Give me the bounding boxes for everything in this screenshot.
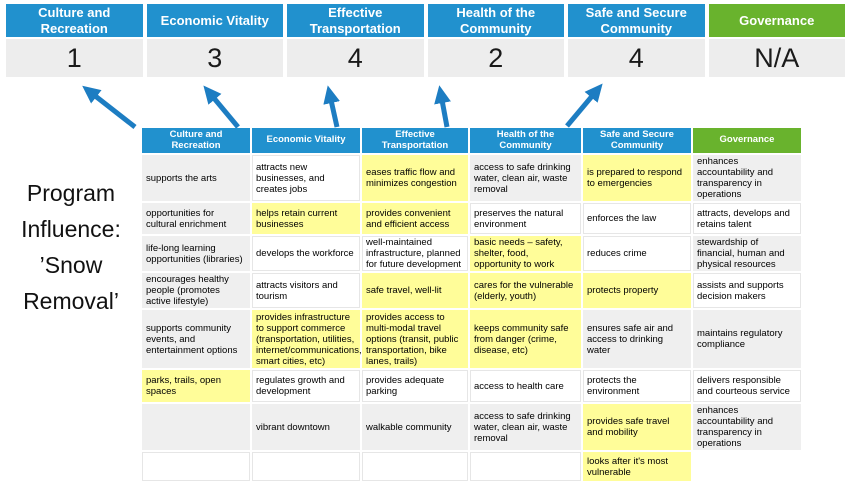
matrix-cell: vibrant downtown xyxy=(252,404,362,453)
matrix-cell: supports the arts xyxy=(142,155,252,204)
matrix-cell: enforces the law xyxy=(583,203,693,237)
matrix-cell: basic needs – safety, shelter, food, opp… xyxy=(470,236,583,274)
category-header: Governance xyxy=(708,4,845,37)
category-score: N/A xyxy=(708,39,845,77)
program-influence-matrix: Culture and Recreation Economic Vitality E… xyxy=(142,128,801,483)
influence-arrow xyxy=(434,85,451,128)
matrix-row: parks, trails, open spaces regulates grow… xyxy=(142,370,801,405)
influence-arrow xyxy=(203,85,240,129)
category-header: Safe and Secure Community xyxy=(568,4,705,37)
matrix-cell: is prepared to respond to emergencies xyxy=(583,155,693,204)
matrix-header-cell: Health of the Community xyxy=(470,128,583,155)
matrix-row: encourages healthy people (promotes acti… xyxy=(142,273,801,311)
matrix-cell: cares for the vulnerable (elderly, youth… xyxy=(470,273,583,311)
matrix-cell: helps retain current businesses xyxy=(252,203,362,237)
matrix-cell: ensures safe air and access to drinking … xyxy=(583,310,693,371)
category-score: 2 xyxy=(427,39,564,77)
matrix-cell: eases traffic flow and minimizes congest… xyxy=(362,155,470,204)
matrix-cell: provides infrastructure to support comme… xyxy=(252,310,362,371)
matrix-header-row: Culture and Recreation Economic Vitality E… xyxy=(142,128,801,155)
matrix-cell xyxy=(470,452,583,483)
matrix-cell: access to safe drinking water, clean air… xyxy=(470,404,583,453)
matrix-cell: opportunities for cultural enrichment xyxy=(142,203,252,237)
matrix-cell: protects property xyxy=(583,273,693,311)
matrix-body: supports the arts attracts new businesses… xyxy=(142,155,801,483)
category-score: 4 xyxy=(287,39,424,77)
matrix-header-row: Culture and Recreation Economic Vitality E… xyxy=(142,128,801,155)
matrix-cell: access to safe drinking water, clean air… xyxy=(470,155,583,204)
scoreboard-column: Safe and Secure Community 4 xyxy=(568,4,705,77)
matrix-header-cell: Culture and Recreation xyxy=(142,128,252,155)
matrix-cell: provides adequate parking xyxy=(362,370,470,405)
matrix-header-cell: Effective Transportation xyxy=(362,128,470,155)
matrix-cell: enhances accountability and transparency… xyxy=(693,404,801,453)
matrix-cell: well-maintained infrastructure, planned … xyxy=(362,236,470,274)
matrix-cell: regulates growth and development xyxy=(252,370,362,405)
matrix-cell: maintains regulatory compliance xyxy=(693,310,801,371)
scoreboard-column: Effective Transportation 4 xyxy=(287,4,424,77)
matrix-cell: attracts visitors and tourism xyxy=(252,273,362,311)
matrix-row: life-long learning opportunities (librar… xyxy=(142,236,801,274)
matrix-row: supports community events, and entertain… xyxy=(142,310,801,371)
scoreboard-column: Economic Vitality 3 xyxy=(146,4,283,77)
category-header: Economic Vitality xyxy=(146,4,283,37)
category-score: 1 xyxy=(6,39,143,77)
matrix-cell: keeps community safe from danger (crime,… xyxy=(470,310,583,371)
matrix-cell: reduces crime xyxy=(583,236,693,274)
category-header: Culture and Recreation xyxy=(6,4,143,37)
program-influence-label: Program Influence: ’Snow Removal’ xyxy=(21,180,121,314)
matrix-row: supports the arts attracts new businesses… xyxy=(142,155,801,204)
scoreboard-column: Culture and Recreation 1 xyxy=(6,4,143,77)
matrix-cell: supports community events, and entertain… xyxy=(142,310,252,371)
matrix-cell: walkable community xyxy=(362,404,470,453)
matrix-row: looks after it's most vulnerable xyxy=(142,452,801,483)
influence-arrow xyxy=(82,85,137,129)
scoreboard-column: Governance N/A xyxy=(708,4,845,77)
matrix-cell: develops the workforce xyxy=(252,236,362,274)
matrix-cell: assists and supports decision makers xyxy=(693,273,801,311)
category-header: Effective Transportation xyxy=(287,4,424,37)
matrix-cell: parks, trails, open spaces xyxy=(142,370,252,405)
matrix-cell: delivers responsible and courteous servi… xyxy=(693,370,801,405)
matrix-header-cell: Governance xyxy=(693,128,801,155)
matrix-row: opportunities for cultural enrichment hel… xyxy=(142,203,801,237)
matrix-cell xyxy=(362,452,470,483)
category-score: 4 xyxy=(568,39,705,77)
matrix-cell: attracts, develops and retains talent xyxy=(693,203,801,237)
matrix-cell: preserves the natural environment xyxy=(470,203,583,237)
matrix-cell: provides safe travel and mobility xyxy=(583,404,693,453)
matrix-cell: stewardship of financial, human and phys… xyxy=(693,236,801,274)
matrix-cell: provides access to multi-modal travel op… xyxy=(362,310,470,371)
matrix-cell: protects the environment xyxy=(583,370,693,405)
matrix-cell: attracts new businesses, and creates job… xyxy=(252,155,362,204)
matrix-cell: encourages healthy people (promotes acti… xyxy=(142,273,252,311)
matrix-cell xyxy=(142,452,252,483)
matrix-cell: life-long learning opportunities (librar… xyxy=(142,236,252,274)
matrix-cell xyxy=(142,404,252,453)
matrix-cell xyxy=(252,452,362,483)
category-score: 3 xyxy=(146,39,283,77)
scoreboard: Culture and Recreation 1 Economic Vitality… xyxy=(6,4,845,77)
matrix-header-cell: Economic Vitality xyxy=(252,128,362,155)
matrix-row: vibrant downtown walkable community access… xyxy=(142,404,801,453)
matrix-cell: provides convenient and efficient access xyxy=(362,203,470,237)
influence-arrow xyxy=(323,85,340,128)
matrix-cell xyxy=(693,452,801,483)
matrix-cell: access to health care xyxy=(470,370,583,405)
matrix-header-cell: Safe and Secure Community xyxy=(583,128,693,155)
matrix-cell: looks after it's most vulnerable xyxy=(583,452,693,483)
matrix-cell: enhances accountability and transparency… xyxy=(693,155,801,204)
influence-arrow xyxy=(565,83,603,128)
category-header: Health of the Community xyxy=(427,4,564,37)
matrix-cell: safe travel, well-lit xyxy=(362,273,470,311)
scoreboard-column: Health of the Community 2 xyxy=(427,4,564,77)
